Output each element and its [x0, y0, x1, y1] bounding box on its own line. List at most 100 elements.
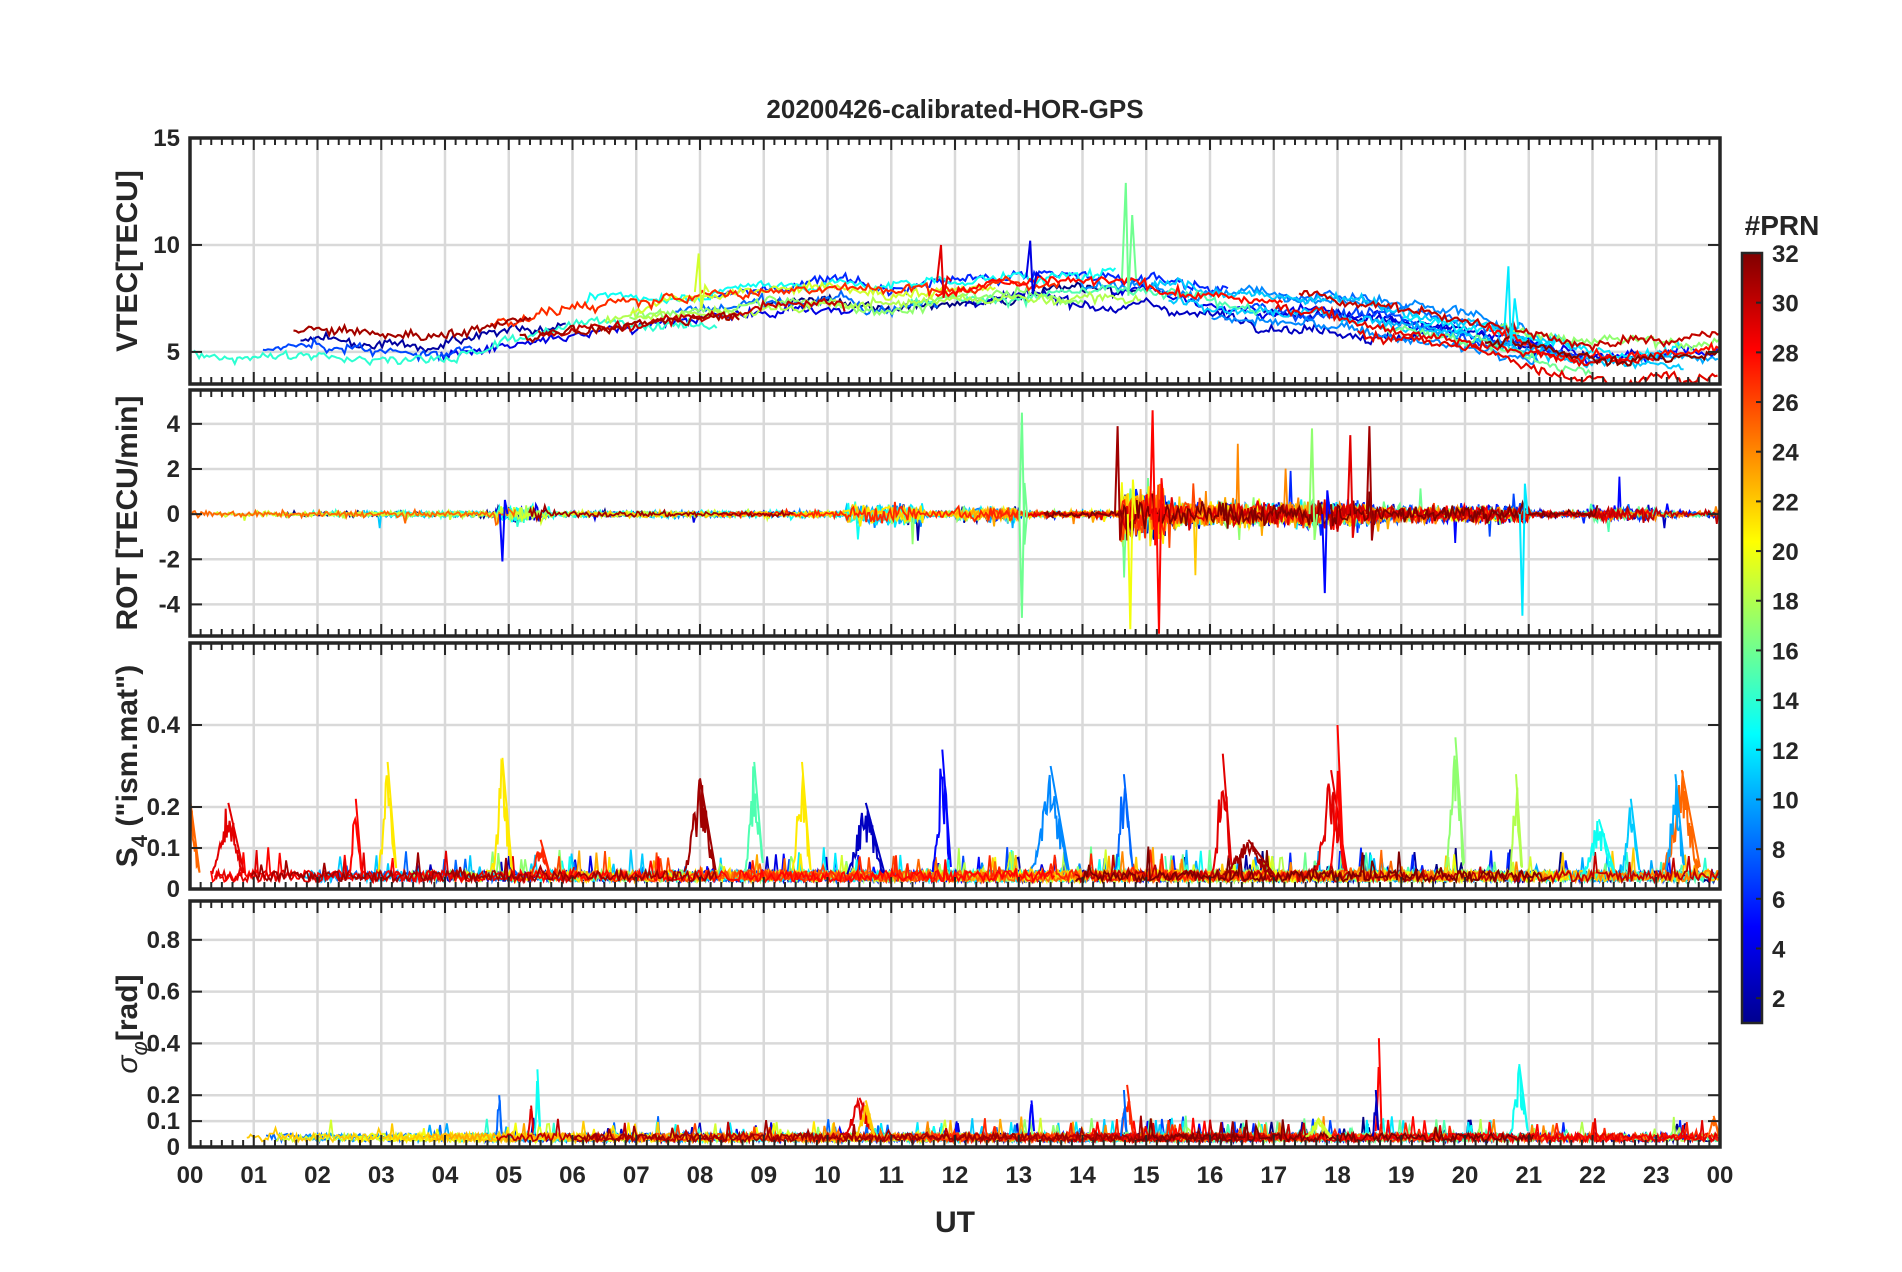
- x-tick-label: 05: [495, 1162, 522, 1189]
- spike-prn-5: [498, 499, 509, 562]
- burst-prn-22: [855, 1100, 876, 1137]
- burst-prn-13: [533, 1069, 541, 1135]
- x-tick-label: 04: [432, 1162, 459, 1189]
- spike-prn-4: [1025, 240, 1042, 295]
- y-tick-label: 0.2: [147, 794, 180, 821]
- colorbar-tick-label: 26: [1772, 390, 1799, 417]
- y-tick-label: -4: [159, 591, 181, 618]
- y-tick-label: 5: [167, 339, 180, 366]
- spike-prn-17: [1308, 428, 1319, 541]
- series-prn-31: [528, 502, 794, 523]
- x-tick-label: 02: [304, 1162, 331, 1189]
- spike-prn-5: [1321, 490, 1331, 594]
- colorbar-tick-label: 32: [1772, 241, 1799, 268]
- series-prn-32: [1137, 1118, 1535, 1145]
- spike-prn-12: [1503, 266, 1520, 346]
- y-axis-label: σφ[rad]: [111, 974, 152, 1073]
- x-ticks: [189, 390, 1721, 636]
- burst-prn-29: [526, 1105, 535, 1136]
- x-tick-label: 22: [1579, 1162, 1606, 1189]
- panel-rot: -4 -2 0 2 4 ROT [TECU/min]: [111, 388, 1722, 638]
- series-prn-2: [300, 321, 566, 354]
- y-axis-label-sub: 4: [127, 834, 152, 847]
- colorbar-tick-label: 12: [1772, 738, 1799, 765]
- colorbar-tick-label: 8: [1772, 837, 1785, 864]
- x-tick-label: 01: [240, 1162, 267, 1189]
- y-tick-label: 15: [153, 125, 180, 152]
- x-tick-label: 11: [879, 1162, 904, 1189]
- burst-prn-5: [931, 749, 952, 873]
- burst-prn-13: [1508, 1063, 1529, 1135]
- y-axis-label-main: S: [111, 847, 144, 867]
- burst-prn-21: [377, 761, 398, 872]
- series-prn-19: [630, 279, 996, 315]
- colorbar-tick-label: 14: [1772, 688, 1799, 715]
- spike-prn-29: [936, 244, 952, 299]
- x-tick-label: 08: [687, 1162, 714, 1189]
- colorbar-tick-label: 30: [1772, 291, 1799, 318]
- x-tick-label: 12: [942, 1162, 969, 1189]
- burst-prn-21: [492, 757, 514, 872]
- series-prn-6: [706, 269, 1229, 299]
- burst-prn-3: [846, 802, 885, 875]
- spike-prn-20: [1126, 479, 1137, 630]
- burst-prn-8: [1113, 774, 1134, 871]
- colorbar-tick-label: 22: [1772, 489, 1799, 516]
- x-ticks: [189, 138, 1721, 384]
- x-tick-label: 14: [1069, 1162, 1096, 1189]
- series-prn-18: [604, 290, 1142, 325]
- burst-prn-29: [211, 802, 246, 875]
- x-tick-label: 16: [1197, 1162, 1224, 1189]
- burst-prn-27: [530, 839, 552, 876]
- burst-prn-17: [1444, 737, 1466, 868]
- series-prn-32: [1074, 846, 1551, 885]
- colorbar-tick-label: 4: [1772, 936, 1786, 963]
- burst-prn-31: [683, 778, 717, 873]
- y-axis-label-sub: φ: [127, 1041, 152, 1055]
- burst-prn-5: [1027, 1100, 1036, 1136]
- burst-prn-10: [1664, 774, 1685, 870]
- colorbar-title: #PRN: [1745, 210, 1820, 241]
- x-tick-label: 21: [1515, 1162, 1542, 1189]
- y-tick-label: 0: [167, 1134, 180, 1161]
- series-prn-31: [573, 1115, 1244, 1145]
- burst-prn-18: [1508, 774, 1524, 874]
- series-prn-29: [1357, 329, 1718, 384]
- burst-prn-31: [1222, 839, 1276, 876]
- burst-prn-29: [1212, 753, 1233, 871]
- burst-prn-8: [495, 1095, 503, 1135]
- burst-prn-28: [348, 798, 363, 874]
- y-tick-label: 0: [167, 876, 180, 903]
- series-prn-29: [1274, 303, 1642, 368]
- y-tick-label: -2: [159, 546, 180, 573]
- spike-prn-16: [1018, 412, 1028, 545]
- y-tick-label: 4: [167, 411, 181, 438]
- x-tick-label: 00: [1707, 1162, 1734, 1189]
- chart-title: 20200426-calibrated-HOR-GPS: [766, 94, 1143, 124]
- y-axis-label-rest: [rad]: [111, 974, 144, 1041]
- data-series-group: [193, 182, 1720, 384]
- burst-prn-28: [1330, 724, 1345, 869]
- spike-prn-31: [1365, 426, 1376, 541]
- x-ticks: [189, 901, 1721, 1147]
- x-tick-label: 07: [623, 1162, 650, 1189]
- series-prn-7: [262, 336, 473, 363]
- burst-prn-3: [1371, 1089, 1380, 1137]
- y-tick-label: 0.1: [147, 835, 180, 862]
- data-series-group: [190, 410, 1720, 634]
- series-prn-25: [190, 507, 517, 527]
- x-tick-label: 13: [1005, 1162, 1032, 1189]
- y-tick-label: 0.6: [147, 979, 180, 1006]
- panel-sigma_phi: 00.10.2 0.4 0.6 0.8 σφ[rad] 00 01 02 03 04 05 06 07 0…: [111, 899, 1734, 1189]
- y-axis-label: S4 ("ism.mat"): [111, 665, 152, 867]
- burst-prn-8: [1119, 1089, 1128, 1137]
- y-tick-label: 0.1: [147, 1108, 180, 1135]
- y-axis-label-rest: ("ism.mat"): [111, 665, 144, 835]
- spike-prn-29: [1346, 435, 1357, 538]
- y-tick-label: 2: [167, 456, 180, 483]
- x-tick-label: 23: [1643, 1162, 1670, 1189]
- y-axis-label: ROT [TECU/min]: [111, 396, 144, 631]
- series-prn-31: [250, 852, 718, 885]
